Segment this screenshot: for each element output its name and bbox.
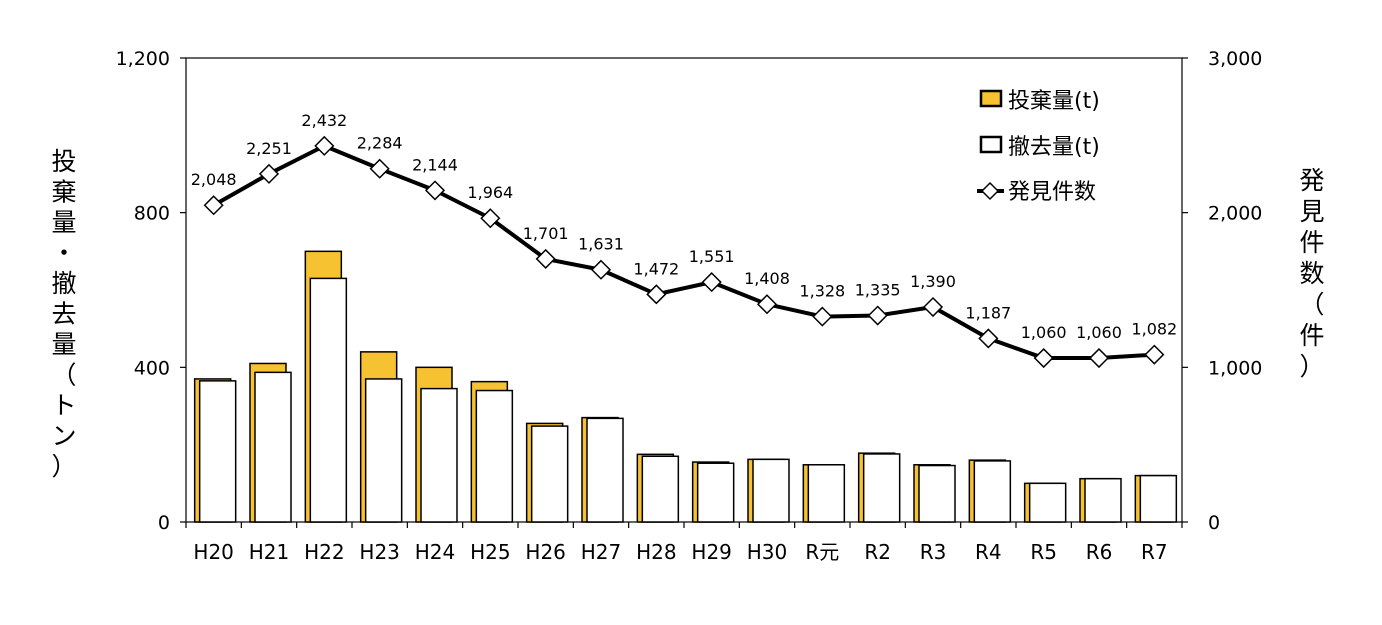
data-label-found-H30: 1,408 bbox=[744, 269, 790, 288]
bar-removed-H29 bbox=[696, 462, 735, 523]
point-found-H24 bbox=[424, 180, 446, 201]
tick-label-right-2000: 2,000 bbox=[1208, 203, 1262, 225]
bar-removed-R5 bbox=[1028, 482, 1067, 523]
point-found-H22 bbox=[314, 135, 335, 156]
data-label-found-H25: 1,964 bbox=[467, 183, 513, 202]
category-label-R6: R6 bbox=[1086, 540, 1113, 564]
category-label-H27: H27 bbox=[581, 540, 622, 564]
data-label-found-R7: 1,082 bbox=[1131, 320, 1177, 339]
bar-removed-R4 bbox=[973, 460, 1012, 523]
category-label-R元: R元 bbox=[805, 540, 839, 564]
data-label-found-R6: 1,060 bbox=[1076, 323, 1122, 342]
bar-removed-H20 bbox=[198, 380, 237, 523]
legend-label-found: 発見件数 bbox=[1008, 180, 1096, 205]
bar-removed-R3 bbox=[918, 464, 956, 523]
tick-label-right-1000: 1,000 bbox=[1208, 357, 1262, 379]
category-label-H30: H30 bbox=[747, 540, 788, 564]
legend-swatch-removed bbox=[979, 135, 1003, 154]
category-label-R7: R7 bbox=[1141, 540, 1168, 564]
point-found-H23 bbox=[369, 158, 390, 179]
data-label-found-H29: 1,551 bbox=[689, 247, 735, 266]
data-label-found-R5: 1,060 bbox=[1021, 323, 1067, 342]
category-label-H20: H20 bbox=[193, 540, 234, 564]
tick-label-right-3000: 3,000 bbox=[1208, 48, 1262, 70]
data-label-found-R4: 1,187 bbox=[965, 303, 1011, 322]
point-found-H21 bbox=[258, 163, 280, 184]
data-label-found-H23: 2,284 bbox=[357, 134, 403, 153]
legend-label-removed: 撤去量(t) bbox=[1008, 135, 1100, 160]
bar-removed-H28 bbox=[641, 455, 680, 523]
data-label-found-R元: 1,328 bbox=[799, 282, 845, 301]
point-found-H29 bbox=[701, 272, 722, 293]
bar-removed-H30 bbox=[752, 458, 790, 523]
bar-removed-H25 bbox=[475, 389, 514, 523]
data-label-found-H21: 2,251 bbox=[246, 139, 292, 158]
bar-removed-H24 bbox=[420, 387, 458, 523]
category-label-H21: H21 bbox=[249, 540, 290, 564]
tick-label-left-1200: 1,200 bbox=[116, 48, 170, 70]
category-label-H22: H22 bbox=[304, 540, 345, 564]
bar-removed-H26 bbox=[530, 425, 569, 523]
data-label-found-H22: 2,432 bbox=[301, 111, 347, 130]
point-found-R2 bbox=[867, 305, 888, 326]
bar-removed-H22 bbox=[309, 277, 348, 523]
data-label-found-R3: 1,390 bbox=[910, 272, 956, 291]
y-axis-title-right: 発見件数（件） bbox=[1299, 166, 1324, 381]
point-found-H25 bbox=[480, 208, 501, 229]
category-label-R2: R2 bbox=[864, 540, 891, 564]
bar-removed-H27 bbox=[586, 417, 624, 523]
bar-removed-H21 bbox=[254, 371, 292, 523]
data-label-found-H26: 1,701 bbox=[523, 224, 569, 243]
category-label-H24: H24 bbox=[415, 540, 456, 564]
data-label-found-H28: 1,472 bbox=[633, 259, 679, 278]
point-found-R5 bbox=[1033, 347, 1054, 369]
legend-marker-found bbox=[980, 181, 1000, 201]
data-label-found-R2: 1,335 bbox=[855, 281, 901, 300]
point-found-R3 bbox=[922, 296, 944, 318]
legend-swatch-dumped bbox=[979, 89, 1003, 108]
bar-removed-H23 bbox=[364, 378, 403, 523]
point-found-R4 bbox=[978, 328, 999, 349]
point-found-H28 bbox=[646, 284, 667, 305]
tick-label-left-800: 800 bbox=[134, 203, 170, 225]
y-axis-title-left: 投棄量・撤去量（トン） bbox=[51, 147, 76, 481]
point-found-R7 bbox=[1144, 344, 1165, 365]
bar-removed-R元 bbox=[807, 464, 846, 523]
category-label-H25: H25 bbox=[470, 540, 511, 564]
category-label-R4: R4 bbox=[975, 540, 1002, 564]
point-found-H27 bbox=[590, 259, 612, 280]
point-found-R6 bbox=[1088, 347, 1110, 369]
legend-label-dumped: 投棄量(t) bbox=[1008, 89, 1100, 114]
tick-label-left-0: 0 bbox=[158, 512, 170, 534]
data-label-found-H27: 1,631 bbox=[578, 235, 624, 254]
line-found-count bbox=[212, 143, 1155, 361]
category-label-H29: H29 bbox=[691, 540, 732, 564]
category-label-H23: H23 bbox=[359, 540, 400, 564]
data-label-found-H24: 2,144 bbox=[412, 155, 458, 174]
category-label-R3: R3 bbox=[920, 540, 947, 564]
point-found-H20 bbox=[203, 195, 224, 216]
tick-label-right-0: 0 bbox=[1208, 512, 1220, 534]
point-found-R元 bbox=[812, 306, 833, 327]
data-label-found-H20: 2,048 bbox=[191, 170, 237, 189]
category-label-R5: R5 bbox=[1030, 540, 1057, 564]
bar-removed-R2 bbox=[862, 453, 901, 523]
bar-removed-R6 bbox=[1084, 477, 1122, 523]
category-label-H26: H26 bbox=[525, 540, 566, 564]
category-label-H28: H28 bbox=[636, 540, 677, 564]
bar-removed-R7 bbox=[1139, 474, 1178, 523]
tick-label-left-400: 400 bbox=[134, 357, 170, 379]
point-found-H26 bbox=[535, 248, 556, 269]
point-found-H30 bbox=[756, 294, 778, 315]
